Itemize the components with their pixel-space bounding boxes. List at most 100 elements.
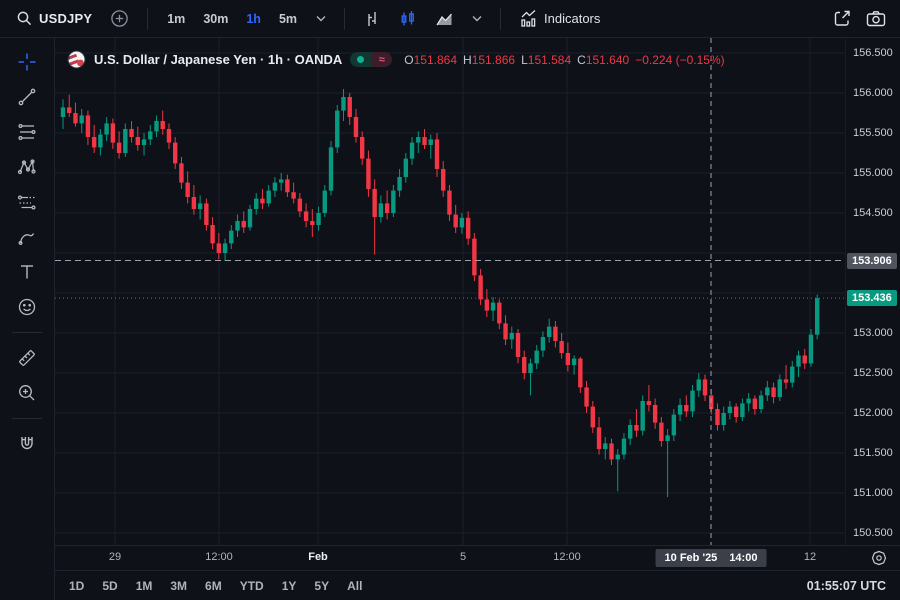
range-button-5D[interactable]: 5D: [102, 578, 118, 593]
range-button-1M[interactable]: 1M: [135, 578, 153, 593]
trend-line-tool[interactable]: [11, 83, 43, 111]
candle: [503, 315, 508, 345]
time-axis[interactable]: 10 Feb '25 14:00 29 12:00 Feb 5 12:00 12: [55, 545, 900, 570]
zoom-in-tool[interactable]: [11, 379, 43, 407]
indicators-label: Indicators: [544, 11, 601, 26]
candle: [266, 185, 271, 207]
range-button-All[interactable]: All: [347, 578, 363, 593]
candle: [609, 438, 614, 465]
symbol-search-button[interactable]: USDJPY: [10, 6, 98, 31]
candle: [715, 403, 720, 431]
candle: [73, 102, 78, 127]
candle: [85, 110, 91, 145]
candle: [484, 289, 490, 317]
time-tick: Feb: [308, 551, 328, 563]
text-tool[interactable]: [11, 258, 43, 286]
camera-icon[interactable]: [866, 10, 886, 27]
area-style-icon[interactable]: [429, 7, 460, 31]
candle: [752, 395, 758, 415]
symbol-legend: U.S. Dollar / Japanese Yen · 1h · OANDA …: [67, 50, 725, 69]
candle: [621, 433, 627, 460]
bars-style-icon[interactable]: [357, 6, 387, 32]
crosshair-tool[interactable]: [11, 48, 43, 76]
fib-retracement-tool[interactable]: [11, 118, 43, 146]
style-chevron-icon[interactable]: [466, 11, 488, 26]
price-tick: 152.000: [853, 407, 893, 419]
candle: [303, 203, 309, 228]
xabcd-pattern-tool[interactable]: [11, 153, 43, 181]
candle: [391, 185, 396, 217]
price-tick: 156.500: [853, 47, 893, 59]
candle: [278, 173, 284, 191]
open-value: 151.864: [413, 52, 458, 67]
toolbar-separator: [147, 7, 149, 30]
price-axis[interactable]: 156.500 156.000 155.500 155.000 154.500 153.0…: [845, 38, 900, 545]
candle: [254, 193, 259, 215]
candle: [509, 326, 514, 349]
candle: [191, 185, 197, 215]
symbol-name: USDJPY: [39, 11, 93, 26]
candle: [733, 403, 739, 423]
candle: [148, 125, 153, 145]
compare-add-symbol-button[interactable]: [104, 5, 135, 32]
candle: [515, 329, 521, 364]
candle: [441, 161, 446, 197]
candle: [553, 321, 558, 348]
range-button-6M[interactable]: 6M: [205, 578, 222, 593]
candle: [204, 198, 209, 231]
candle: [216, 233, 222, 260]
time-tick: 12: [803, 551, 817, 563]
range-button-1D[interactable]: 1D: [69, 578, 85, 593]
last-price-badge: 153.436: [847, 290, 897, 307]
range-button-3M[interactable]: 3M: [170, 578, 188, 593]
candle: [615, 449, 620, 492]
chart-canvas[interactable]: U.S. Dollar / Japanese Yen · 1h · OANDA …: [55, 38, 845, 545]
candle: [384, 190, 390, 220]
crosshair-price-badge: 153.906: [847, 252, 897, 269]
toolbar-separator: [344, 7, 346, 30]
candle: [603, 437, 608, 460]
search-icon: [16, 10, 33, 27]
axis-settings-icon[interactable]: [871, 550, 887, 566]
timeframe-button-30m[interactable]: 30m: [203, 11, 229, 26]
candle: [727, 401, 733, 420]
candle: [322, 185, 327, 217]
candle: [721, 406, 726, 431]
brush-tool[interactable]: [11, 223, 43, 251]
candle: [241, 211, 246, 233]
timeframe-button-1h[interactable]: 1h: [246, 11, 261, 26]
candle: [578, 357, 583, 393]
range-button-YTD[interactable]: YTD: [239, 578, 264, 593]
timeframe-button-5m[interactable]: 5m: [278, 11, 298, 26]
candle: [546, 318, 552, 343]
candle: [67, 94, 72, 117]
candle: [746, 393, 751, 412]
magnet-tool[interactable]: [11, 430, 43, 458]
indicators-button[interactable]: Indicators: [513, 6, 606, 31]
candle: [465, 211, 471, 245]
candle: [690, 385, 695, 417]
market-status-toggle[interactable]: ≈: [350, 52, 393, 67]
symbol-title[interactable]: U.S. Dollar / Japanese Yen · 1h · OANDA: [94, 52, 343, 67]
close-value: 151.640: [585, 52, 630, 67]
candle: [765, 381, 770, 401]
share-icon[interactable]: [833, 9, 852, 28]
range-button-1Y[interactable]: 1Y: [281, 578, 297, 593]
timeframe-chevron-icon[interactable]: [310, 11, 332, 26]
timeframe-group: 1m 30m 1h 5m: [160, 8, 304, 30]
candle: [571, 355, 577, 375]
ruler-tool[interactable]: [11, 344, 43, 372]
utc-clock[interactable]: 01:55:07 UTC: [806, 578, 886, 593]
candle: [590, 401, 596, 433]
chart-region: U.S. Dollar / Japanese Yen · 1h · OANDA …: [55, 38, 900, 600]
ohlc-readout: O151.864 H151.866 L151.584 C151.640 −0.2…: [404, 52, 725, 67]
candle: [677, 398, 683, 421]
candle: [116, 131, 122, 159]
range-button-5Y[interactable]: 5Y: [314, 578, 330, 593]
emoji-tool[interactable]: [11, 293, 43, 321]
candles-style-icon[interactable]: [393, 6, 423, 32]
crosshair-date: 10 Feb '25: [664, 552, 718, 564]
timeframe-button-1m[interactable]: 1m: [167, 11, 186, 26]
price-tick: 156.000: [853, 87, 893, 99]
projection-tool[interactable]: [11, 188, 43, 216]
